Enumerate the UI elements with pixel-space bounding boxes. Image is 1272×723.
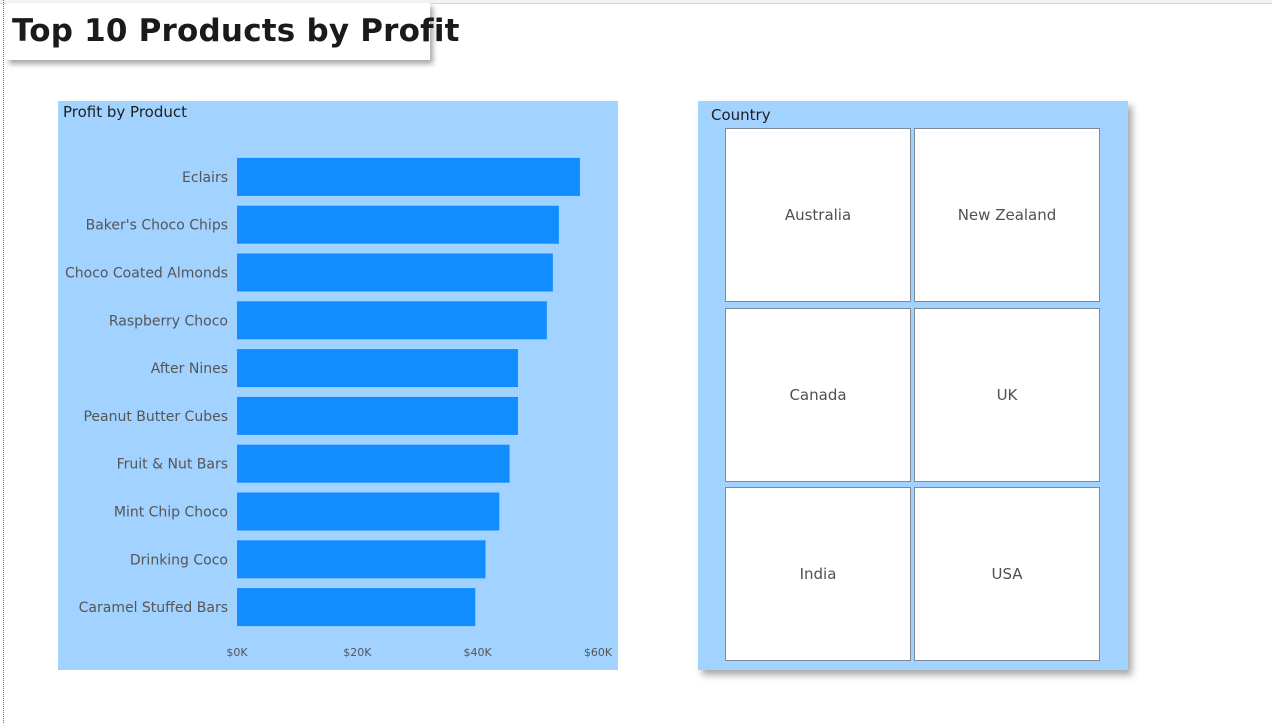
bar-choco-coated-almonds[interactable]	[237, 253, 553, 292]
x-tick-label: $20K	[343, 646, 372, 659]
bar-raspberry-choco[interactable]	[237, 301, 547, 340]
slicer-tile-label: USA	[991, 565, 1023, 583]
category-label: Baker's Choco Chips	[86, 218, 228, 234]
category-label: Caramel Stuffed Bars	[79, 600, 228, 616]
top-rule	[0, 0, 1272, 4]
slicer-tile-australia[interactable]: Australia	[725, 128, 911, 302]
category-label: Drinking Coco	[130, 552, 228, 568]
bar-mint-chip-choco[interactable]	[237, 492, 500, 531]
profit-by-product-chart[interactable]: Profit by Product Eclairs Baker's Choco C…	[58, 101, 618, 670]
category-label: Choco Coated Almonds	[65, 266, 228, 282]
bar-caramel-stuffed-bars[interactable]	[237, 588, 476, 627]
slicer-tile-label: New Zealand	[957, 206, 1057, 224]
slicer-tile-new-zealand[interactable]: New Zealand	[914, 128, 1100, 302]
bar-drinking-coco[interactable]	[237, 540, 486, 579]
slicer-tile-canada[interactable]: Canada	[725, 308, 911, 482]
bar-chart-svg: Eclairs Baker's Choco Chips Choco Coated A…	[65, 157, 613, 659]
category-label: Fruit & Nut Bars	[117, 457, 228, 473]
bar-after-nines[interactable]	[237, 349, 518, 388]
page-title-box: Top 10 Products by Profit	[6, 3, 459, 60]
x-tick-label: $60K	[584, 646, 613, 659]
slicer-tile-label: India	[799, 565, 837, 583]
slicer-tile-label: Canada	[789, 386, 847, 404]
slicer-tile-label: UK	[996, 386, 1018, 404]
category-label: After Nines	[151, 361, 228, 377]
bar-fruit-nut-bars[interactable]	[237, 444, 510, 483]
x-tick-label: $40K	[464, 646, 493, 659]
category-label: Raspberry Choco	[109, 313, 228, 329]
country-slicer: Country Australia New Zealand Canada UK …	[698, 101, 1128, 670]
canvas-edge	[3, 0, 4, 723]
slicer-tile-india[interactable]: India	[725, 487, 911, 661]
category-label: Mint Chip Choco	[114, 505, 228, 521]
slicer-tile-uk[interactable]: UK	[914, 308, 1100, 482]
slicer-title: Country	[711, 106, 771, 124]
slicer-tile-label: Australia	[784, 206, 852, 224]
page-title: Top 10 Products by Profit	[12, 13, 460, 49]
slicer-tile-usa[interactable]: USA	[914, 487, 1100, 661]
category-label: Peanut Butter Cubes	[83, 409, 228, 425]
bar-eclairs[interactable]	[237, 157, 580, 196]
bar-baker-s-choco-chips[interactable]	[237, 205, 559, 244]
bar-peanut-butter-cubes[interactable]	[237, 396, 518, 435]
category-label: Eclairs	[182, 170, 228, 186]
chart-title: Profit by Product	[63, 103, 188, 121]
x-tick-label: $0K	[226, 646, 248, 659]
